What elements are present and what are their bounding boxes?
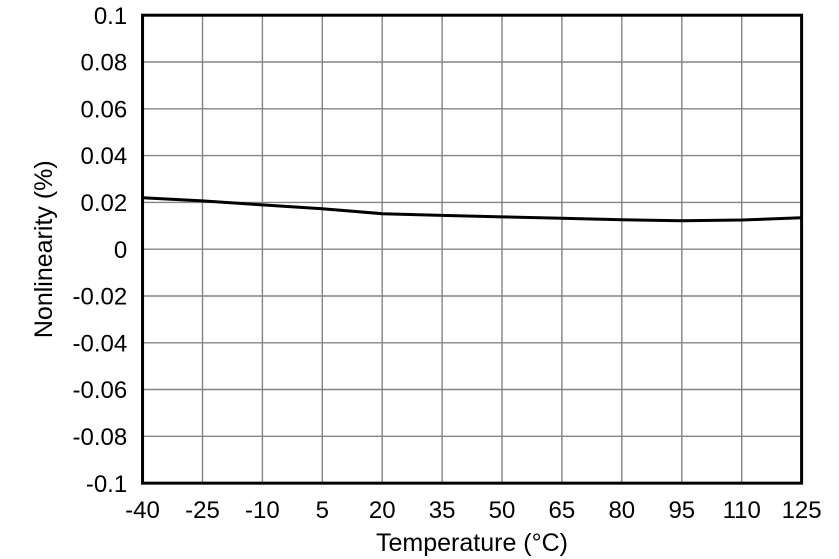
svg-text:125: 125 <box>782 497 822 524</box>
svg-text:0: 0 <box>114 237 127 264</box>
svg-text:0.08: 0.08 <box>80 50 127 77</box>
svg-text:0.1: 0.1 <box>94 3 127 30</box>
svg-text:Nonlinearity (%): Nonlinearity (%) <box>30 160 58 338</box>
svg-text:-40: -40 <box>125 497 160 524</box>
svg-text:-0.02: -0.02 <box>72 284 127 311</box>
svg-text:95: 95 <box>668 497 695 524</box>
svg-text:-0.06: -0.06 <box>72 377 127 404</box>
svg-text:80: 80 <box>608 497 635 524</box>
svg-text:110: 110 <box>723 497 761 524</box>
svg-text:50: 50 <box>489 497 516 524</box>
svg-text:-0.08: -0.08 <box>72 424 127 451</box>
svg-text:-10: -10 <box>245 497 280 524</box>
svg-text:65: 65 <box>549 497 576 524</box>
svg-text:Temperature (°C): Temperature (°C) <box>376 529 568 557</box>
svg-text:-0.1: -0.1 <box>86 471 127 498</box>
svg-text:-0.04: -0.04 <box>72 330 127 357</box>
svg-text:0.04: 0.04 <box>80 143 127 170</box>
svg-text:5: 5 <box>316 497 329 524</box>
svg-text:20: 20 <box>369 497 396 524</box>
svg-text:0.06: 0.06 <box>80 96 127 123</box>
svg-text:35: 35 <box>429 497 456 524</box>
svg-text:-25: -25 <box>185 497 220 524</box>
svg-text:0.02: 0.02 <box>80 190 127 217</box>
